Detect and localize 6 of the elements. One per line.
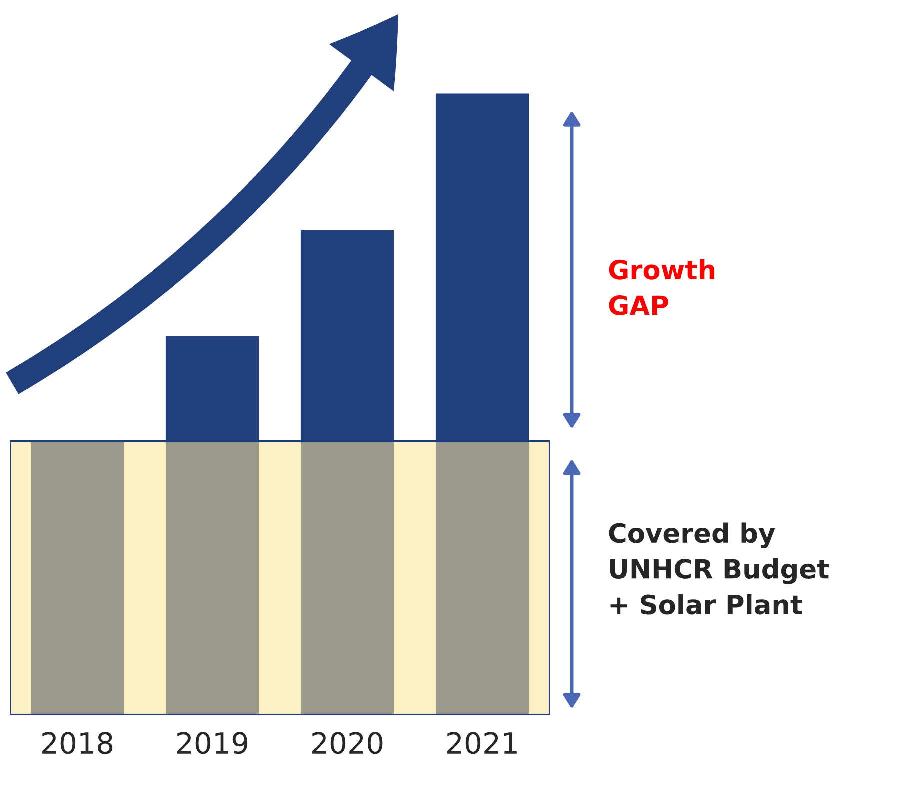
band-label: Covered by UNHCR Budget + Solar Plant <box>609 522 830 615</box>
x-tick-label: 2021 <box>448 732 517 754</box>
x-tick-label: 2018 <box>42 732 113 754</box>
x-tick-label: 2019 <box>178 732 248 754</box>
text: Growth GAP <box>609 259 715 316</box>
x-tick-label: 2020 <box>312 732 383 754</box>
